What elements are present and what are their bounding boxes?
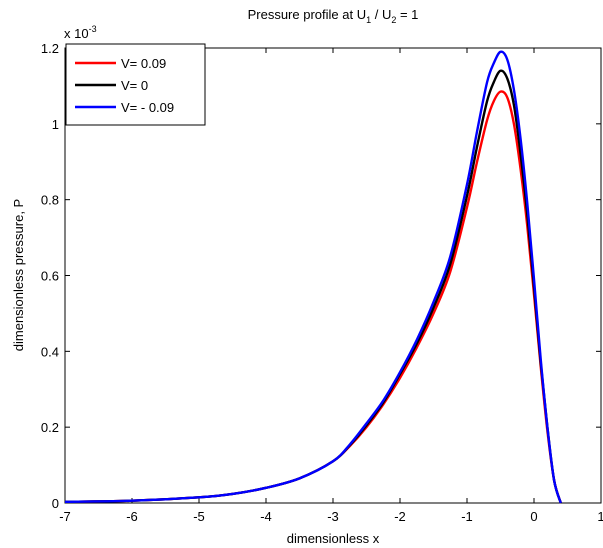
- x-tick-label: 1: [597, 509, 603, 524]
- x-tick-label: -2: [394, 509, 406, 524]
- y-tick-label: 1: [52, 117, 59, 132]
- chart-title: Pressure profile at U1 / U2 = 1: [248, 7, 419, 25]
- x-tick-label: -5: [193, 509, 205, 524]
- y-tick-label: 0.2: [41, 420, 59, 435]
- x-tick-label: -3: [327, 509, 339, 524]
- chart-title-prefix: Pressure profile at U: [248, 7, 367, 22]
- x-tick-label: -1: [461, 509, 473, 524]
- legend-label-1: V= 0.09: [121, 56, 166, 71]
- x-tick-label: -6: [126, 509, 138, 524]
- y-tick-label: 0.8: [41, 193, 59, 208]
- series-line-3: [64, 50, 562, 504]
- series-lines: [64, 50, 562, 504]
- legend: V= 0.09 V= 0 V= - 0.09: [65, 43, 206, 126]
- chart-title-mid: / U: [371, 7, 391, 22]
- y-exponent-base: x 10: [64, 26, 89, 41]
- x-tick-label: -4: [260, 509, 272, 524]
- legend-label-3: V= - 0.09: [121, 100, 174, 115]
- y-tick-label: 0: [52, 496, 59, 511]
- x-tick-label: 0: [530, 509, 537, 524]
- y-exponent-power: -3: [89, 24, 97, 34]
- axis-ticks: -7 -6 -5 -4 -3 -2 -1 0 1 0 0.2 0.4 0.6 0.8 1 1.2: [41, 41, 603, 524]
- x-axis-label: dimensionless x: [287, 531, 380, 546]
- y-tick-label: 0.6: [41, 269, 59, 284]
- legend-label-2: V= 0: [121, 78, 148, 93]
- y-axis-label: dimensionless pressure, P: [11, 199, 26, 351]
- y-tick-label: 1.2: [41, 41, 59, 56]
- chart-title-suffix: = 1: [396, 7, 418, 22]
- x-tick-label: -7: [59, 509, 71, 524]
- y-tick-label: 0.4: [41, 344, 59, 359]
- chart-title-sub1: 1: [366, 15, 371, 25]
- y-exponent-label: x 10-3: [64, 24, 97, 41]
- chart-title-sub2: 2: [391, 15, 396, 25]
